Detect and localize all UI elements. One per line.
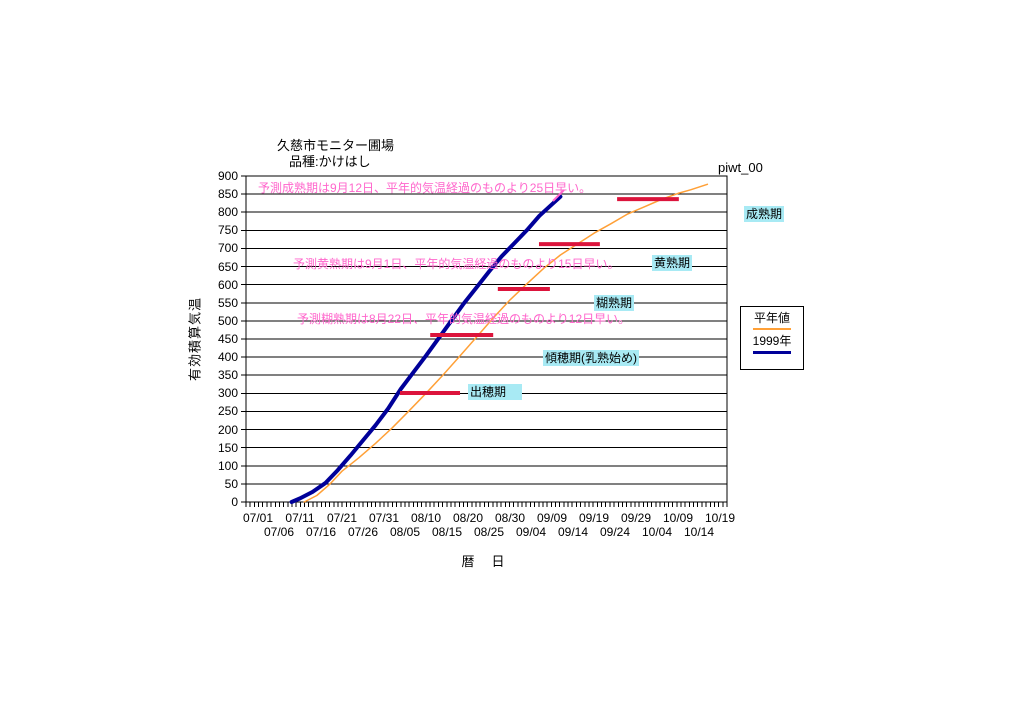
chart-title-line1: 久慈市モニター圃場: [277, 138, 395, 153]
y-tick-label: 600: [217, 277, 238, 292]
x-tick-label: 08/05: [389, 525, 421, 539]
stage-label: 糊熟期: [594, 295, 635, 311]
y-tick-label: 850: [217, 187, 238, 202]
x-tick-label: 09/09: [536, 511, 568, 525]
prediction-annotation: 予測黄熟期は9月1日、平年的気温経過のものより15日早い。: [293, 257, 620, 271]
y-tick-label: 100: [217, 458, 238, 473]
x-tick-label: 08/25: [473, 525, 505, 539]
y-tick-label: 450: [217, 332, 238, 346]
stage-label: 黄熟期: [652, 255, 693, 271]
chart-title-line2: 品種:かけはし: [289, 154, 371, 169]
normal-year-series: [303, 183, 709, 503]
legend-line-swatch: [753, 351, 791, 354]
stage-label: 出穂期: [468, 384, 523, 400]
x-tick-label: 09/24: [599, 525, 631, 539]
x-tick-label: 10/19: [704, 511, 736, 525]
y-tick-label: 900: [217, 169, 238, 183]
y-tick-label: 650: [217, 259, 238, 274]
stage-label: 傾穂期(乳熟始め): [543, 350, 639, 366]
y-tick-label: 250: [217, 404, 238, 419]
y-tick-label: 500: [217, 313, 238, 328]
prediction-annotation: 予測成熟期は9月12日、平年的気温経過のものより25日早い。: [258, 181, 592, 195]
legend: 平年値 1999年: [740, 306, 804, 370]
x-tick-label: 09/14: [557, 525, 589, 539]
x-tick-label: 07/01: [242, 511, 274, 525]
year-1999-series: [289, 194, 563, 504]
y-tick-label: 350: [217, 368, 238, 383]
chart-title: 久慈市モニター圃場 品種:かけはし: [277, 138, 394, 170]
legend-item: 1999年: [745, 335, 799, 354]
x-tick-label: 10/09: [662, 511, 694, 525]
x-tick-label: 08/20: [452, 511, 484, 525]
x-tick-label: 09/29: [620, 511, 652, 525]
y-tick-label: 750: [217, 223, 238, 238]
x-tick-label: 08/30: [494, 511, 526, 525]
corner-label: piwt_00: [718, 160, 763, 175]
y-tick-label: 550: [217, 295, 238, 310]
x-tick-label: 07/06: [263, 525, 295, 539]
y-tick-label: 200: [217, 422, 238, 437]
x-tick-label: 10/14: [683, 525, 715, 539]
prediction-annotation: 予測糊熟期は8月22日、平年的気温経過のものより12日早い。: [297, 312, 631, 326]
x-tick-label: 08/15: [431, 525, 463, 539]
legend-label: 平年値: [753, 311, 790, 325]
annotation-arrow: [552, 189, 565, 202]
y-tick-label: 0: [231, 495, 238, 509]
x-tick-label: 07/11: [285, 511, 315, 525]
legend-label: 1999年: [752, 334, 792, 348]
y-tick-label: 400: [217, 350, 238, 365]
stage-label: 成熟期: [744, 206, 785, 222]
legend-item: 平年値: [745, 312, 799, 330]
y-tick-label: 700: [217, 241, 238, 256]
x-tick-label: 07/16: [305, 525, 337, 539]
y-tick-label: 300: [217, 386, 238, 401]
x-tick-label: 09/04: [515, 525, 547, 539]
x-tick-label: 07/31: [368, 511, 400, 525]
x-tick-label: 07/26: [347, 525, 379, 539]
x-tick-label: 08/10: [410, 511, 442, 525]
y-tick-label: 50: [224, 476, 238, 491]
x-tick-label: 07/21: [326, 511, 358, 525]
x-tick-label: 09/19: [578, 511, 610, 525]
x-tick-label: 10/04: [641, 525, 673, 539]
x-axis-title: 暦 日: [461, 554, 507, 569]
legend-line-swatch: [753, 328, 791, 330]
y-tick-label: 800: [217, 205, 238, 220]
y-tick-label: 150: [217, 440, 238, 455]
